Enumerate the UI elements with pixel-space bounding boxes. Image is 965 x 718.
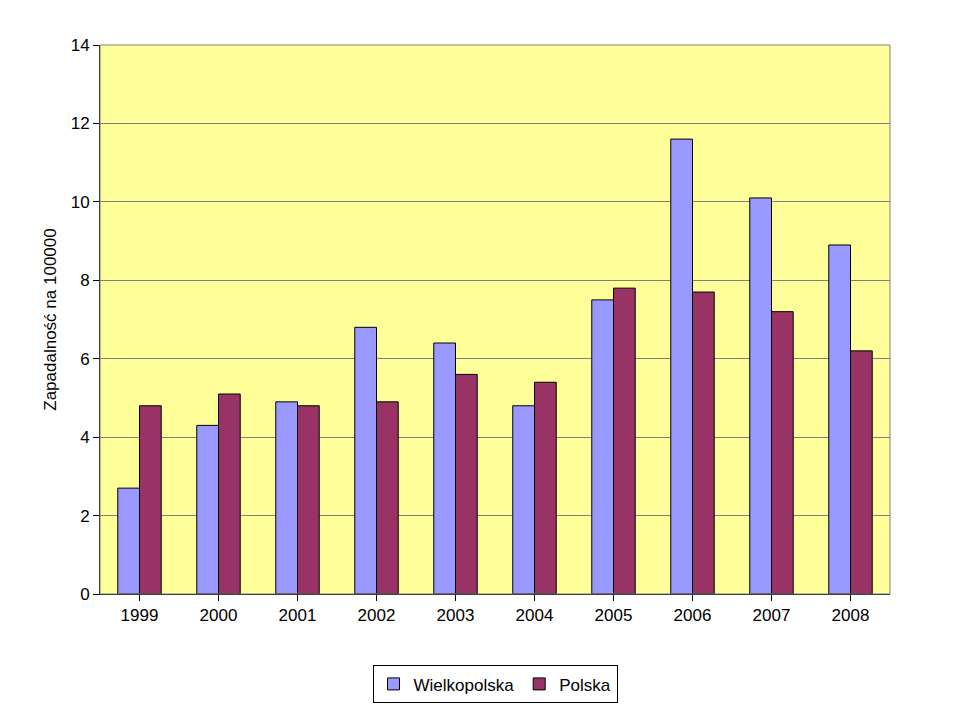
svg-text:2005: 2005	[595, 606, 633, 625]
svg-text:14: 14	[71, 36, 90, 55]
svg-text:1999: 1999	[121, 606, 159, 625]
svg-text:12: 12	[71, 114, 90, 133]
svg-text:2004: 2004	[516, 606, 554, 625]
svg-text:6: 6	[80, 350, 89, 369]
svg-text:2002: 2002	[358, 606, 396, 625]
svg-text:2008: 2008	[832, 606, 870, 625]
svg-text:10: 10	[71, 193, 90, 212]
svg-text:2003: 2003	[437, 606, 475, 625]
svg-text:8: 8	[80, 271, 89, 290]
svg-text:Wielkopolska: Wielkopolska	[414, 676, 515, 695]
svg-text:4: 4	[80, 428, 89, 447]
svg-text:2001: 2001	[279, 606, 317, 625]
svg-text:2006: 2006	[674, 606, 712, 625]
svg-text:Polska: Polska	[559, 676, 611, 695]
svg-text:0: 0	[80, 585, 89, 604]
svg-text:2000: 2000	[200, 606, 238, 625]
svg-text:2: 2	[80, 507, 89, 526]
svg-text:Zapadalność na 100000: Zapadalność na 100000	[41, 228, 60, 410]
svg-text:2007: 2007	[753, 606, 791, 625]
